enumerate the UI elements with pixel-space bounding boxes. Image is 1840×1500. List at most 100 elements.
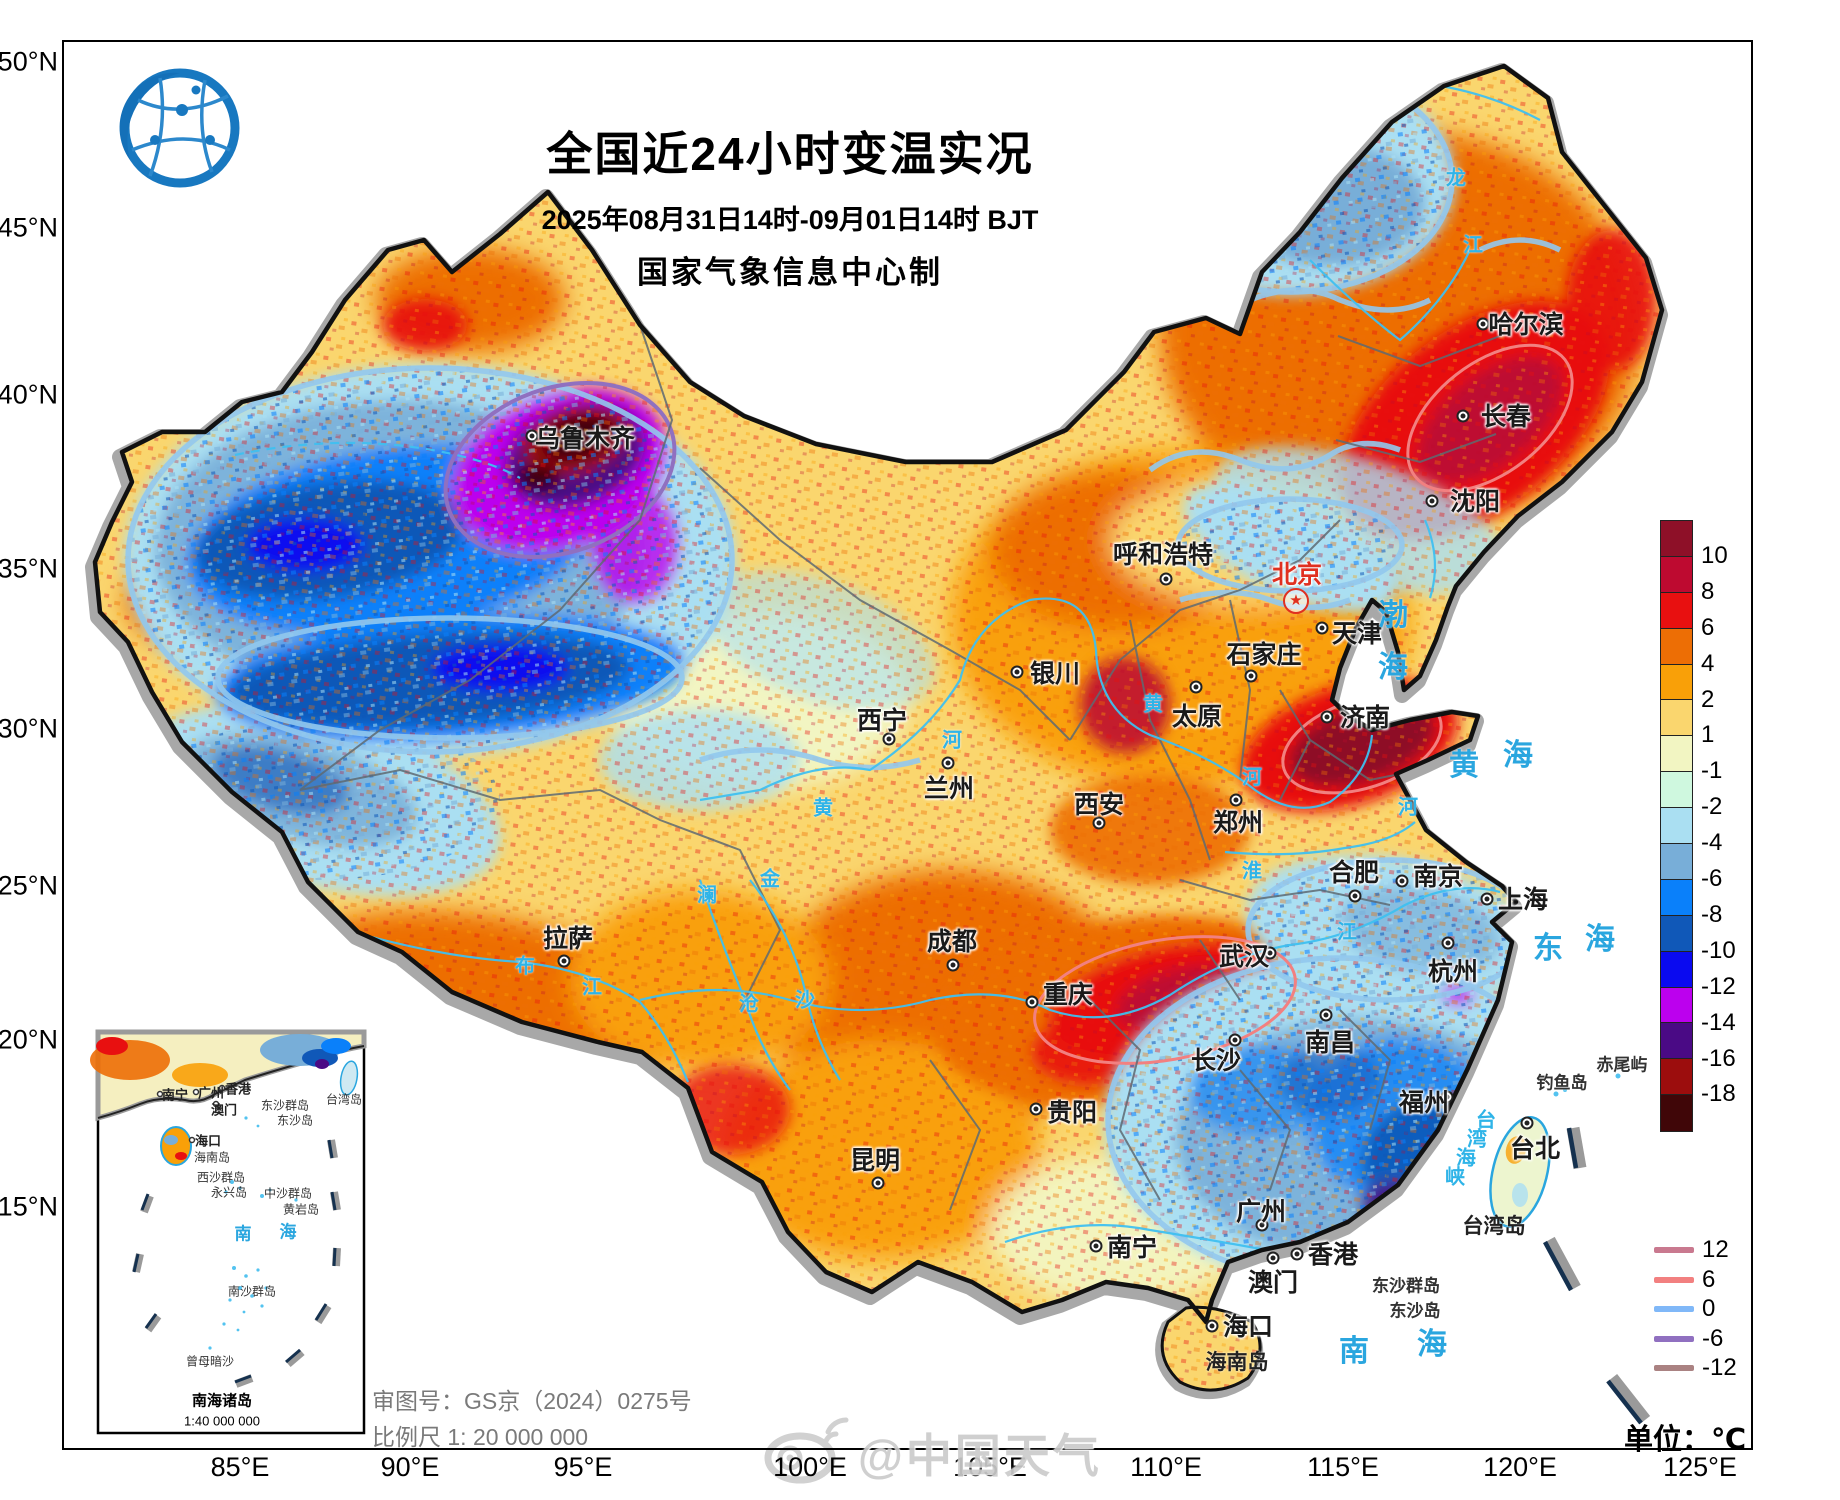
colorbar-segment [1661,1059,1692,1096]
city-label: 沈阳 [1449,488,1501,516]
city-label: 广州 [1235,1198,1287,1226]
valid-period: 2025年08月31日14时-09月01日14时 BJT [541,205,1039,235]
sea-label: 海 [1585,923,1615,956]
colorbar-tick-label: 4 [1701,649,1715,677]
city-label: 长春 [1480,403,1532,431]
inset-i-city-label: 香港 [224,1081,252,1097]
colorbar-segment [1661,1023,1692,1060]
city-label: 昆明 [849,1147,901,1175]
inset-i-city-label: 澳门 [210,1102,238,1118]
lat-tick-label: 15°N [0,1191,58,1222]
river-label: 黄 [1143,693,1163,716]
river-label: 峡 [1445,1166,1465,1189]
colorbar-segment [1661,844,1692,880]
colorbar-tick-label: -12 [1701,972,1736,1000]
inset-i-geo-label: 南沙群岛 [227,1284,277,1299]
colorbar-segment [1661,915,1692,952]
river-label: 沧 [739,993,759,1016]
city-label: 郑州 [1212,809,1264,837]
sea-label: 渤 [1378,599,1408,632]
city-dot [1263,946,1277,960]
city-dot [1320,710,1334,724]
city-dot [871,1176,885,1190]
city-label: 重庆 [1042,981,1094,1009]
geo-sm-label: 赤尾屿 [1596,1055,1648,1075]
geo-label: 台湾岛 [1462,1215,1526,1238]
colorbar-tick-label: -6 [1701,865,1723,892]
lon-tick-label: 120°E [1483,1452,1557,1482]
city-dot [1255,1218,1269,1232]
city-label: 澳门 [1247,1269,1299,1297]
city-dot [1189,680,1203,694]
inset-i-geo-label: 中沙群岛 [263,1186,313,1201]
city-dot [1010,665,1024,679]
map-scale-note: 比例尺 1: 20 000 000 [372,1424,589,1450]
contour-legend-line [1654,1276,1694,1283]
river-label: 沙 [795,989,815,1012]
inset-i-geo-label: 永兴岛 [210,1185,248,1200]
contour-legend-label: 12 [1702,1236,1729,1263]
city-dot [1290,1247,1304,1261]
inset-map [90,1029,367,1435]
sea-label: 南 [1339,1335,1369,1368]
sea-label: 黄 [1449,749,1479,782]
city-label: 贵阳 [1046,1099,1098,1127]
colorbar-segment [1661,987,1692,1024]
contour-legend-line [1654,1335,1694,1342]
sea-label: 东 [1533,932,1563,965]
city-label: 长沙 [1190,1047,1242,1075]
city-label: 香港 [1307,1241,1359,1269]
river-label: 黄 [813,797,833,820]
colorbar-segment [1661,521,1692,557]
producer: 国家气象信息中心制 [637,255,943,290]
city-dot [1319,1008,1333,1022]
sea-label: 海 [1503,739,1533,772]
colorbar-tick-label: -18 [1701,1080,1736,1108]
inset-scale: 1:40 000 000 [184,1413,260,1429]
lon-tick-label: 110°E [1130,1452,1202,1482]
city-label: 太原 [1171,703,1223,731]
lon-tick-label: 95°E [553,1452,613,1482]
lat-tick-label: 35°N [0,553,58,584]
city-dot [1315,621,1329,635]
city-label: 成都 [926,928,978,956]
river-label: 江 [582,976,602,999]
river-label: 河 [1398,796,1418,819]
inset-i-geo-label: 曾母暗沙 [185,1354,235,1369]
city-dot [557,954,571,968]
city-label: 北京 [1271,561,1323,589]
colorbar-tick-label: -2 [1701,793,1723,821]
city-label: 哈尔滨 [1488,311,1564,339]
province-borders [299,324,1501,1211]
lon-tick-label: 115°E [1307,1452,1379,1482]
inset-i-geo-label: 海南岛 [193,1150,231,1165]
city-dot [1480,892,1494,906]
city-dot [1441,936,1455,950]
city-label: 杭州 [1427,958,1479,986]
city-dot [1092,816,1106,830]
contour-legend-label: -6 [1702,1324,1724,1352]
city-dot [941,756,955,770]
colorbar-tick-label: 2 [1701,685,1715,713]
city-dot [525,429,539,443]
capital-marker: ★ [1283,588,1309,614]
lat-tick-label: 40°N [0,379,58,410]
colorbar-tick-label: -1 [1701,757,1723,785]
city-label: 天津 [1331,620,1383,648]
geo-sm-label: 东沙岛 [1389,1301,1441,1321]
contour-legend-label: 6 [1702,1265,1716,1293]
contour-legend-label: -12 [1702,1354,1737,1381]
colorbar-tick-label: 8 [1701,577,1715,605]
page-title: 全国近24小时变温实况 [546,128,1034,180]
colorbar-tick-label: -14 [1701,1008,1736,1036]
city-label: 福州 [1398,1089,1450,1117]
river-label: 布 [515,955,535,978]
contour-legend-line [1654,1247,1694,1253]
city-label: 银川 [1029,660,1081,688]
lon-tick-label: 105°E [953,1452,1027,1482]
city-label: 南京 [1412,863,1464,891]
colorbar-segment [1661,592,1692,629]
nine-dash-line [1543,1126,1651,1425]
lon-tick-label: 85°E [210,1452,270,1482]
